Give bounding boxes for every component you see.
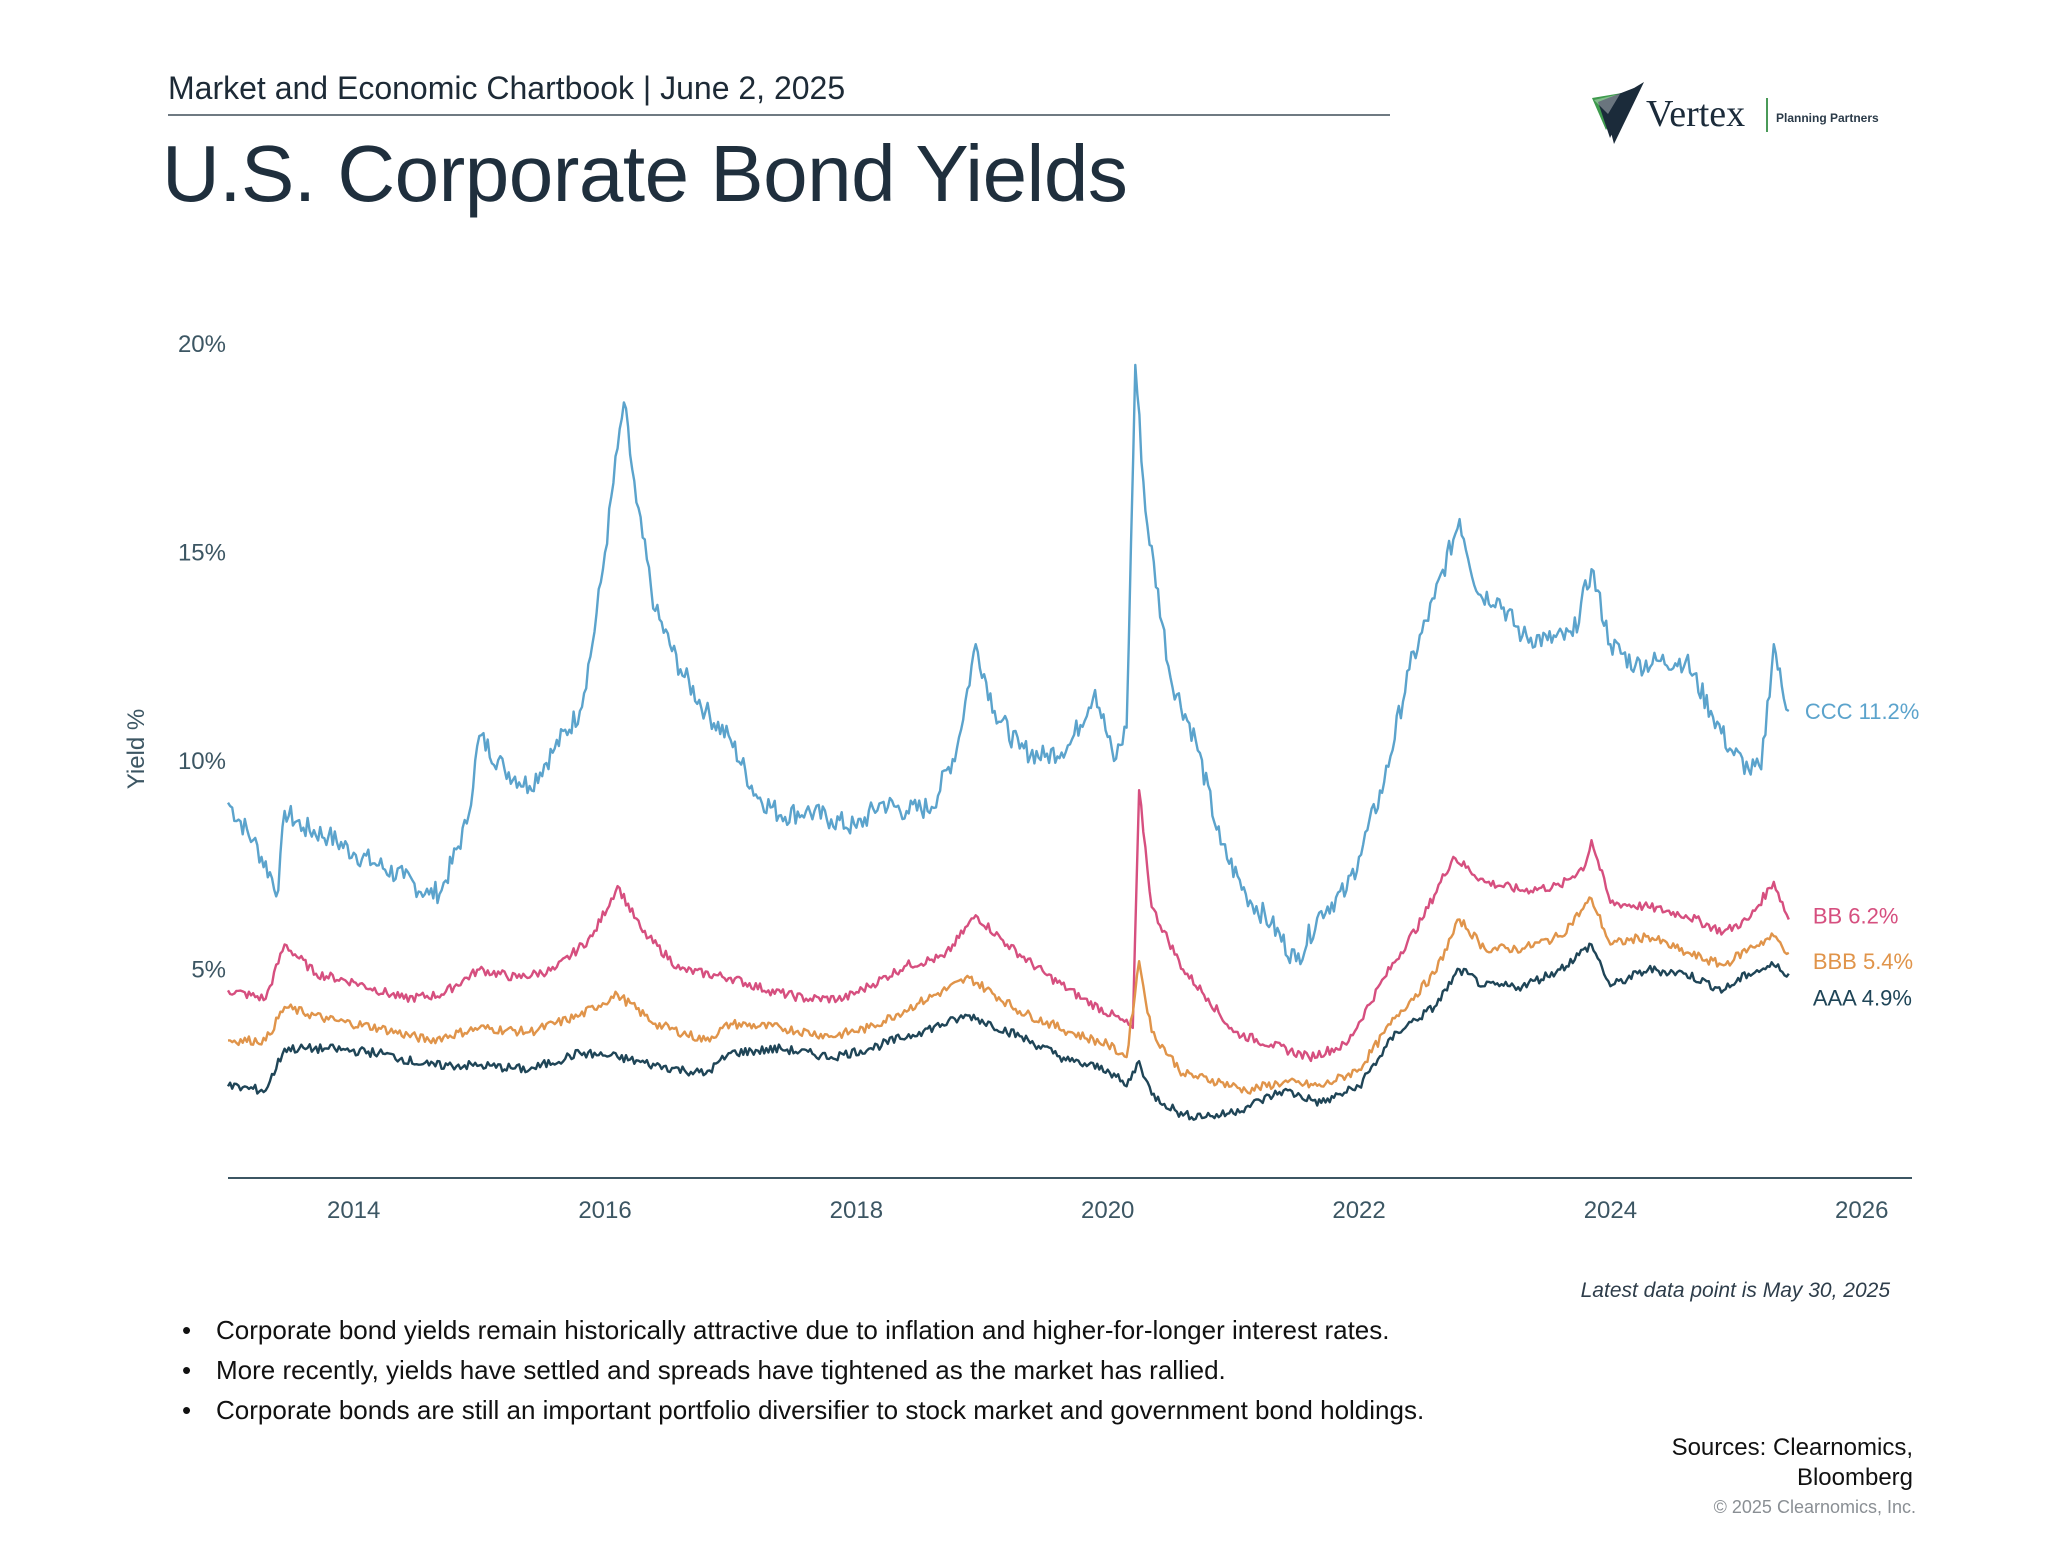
sources-line-2: Bloomberg — [1796, 1464, 1913, 1491]
y-tick-label: 5% — [191, 957, 226, 984]
vertex-logo-word: Vertex — [1646, 93, 1746, 135]
y-tick-label: 20% — [178, 331, 226, 358]
series-label-bb: BB 6.2% — [1813, 903, 1899, 928]
x-tick-label: 2022 — [1332, 1197, 1385, 1224]
header-rule — [168, 114, 1390, 116]
bullet-icon: • — [182, 1355, 192, 1385]
series-label-ccc: CCC 11.2% — [1805, 699, 1920, 724]
bullet-icon: • — [182, 1395, 192, 1425]
x-tick-label: 2016 — [578, 1197, 631, 1224]
key-point-3-text: Corporate bonds are still an important p… — [216, 1395, 1425, 1425]
vertex-logo-divider — [1766, 98, 1768, 132]
series-line-ccc — [226, 363, 1790, 966]
copyright: © 2025 Clearnomics, Inc. — [1713, 1497, 1916, 1517]
vertex-logo-icon — [1592, 82, 1644, 144]
series-line-bbb — [228, 896, 1790, 1095]
series-line-bb — [226, 789, 1790, 1063]
x-tick-label: 2024 — [1584, 1197, 1637, 1224]
bullet-icon: • — [182, 1315, 192, 1345]
key-point-3: • Corporate bonds are still an important … — [178, 1393, 1478, 1427]
series-line-aaa — [226, 942, 1790, 1121]
key-points-list: • Corporate bond yields remain historical… — [178, 1313, 1478, 1433]
x-tick-label: 2026 — [1835, 1197, 1888, 1224]
x-tick-label: 2014 — [327, 1197, 380, 1224]
series-label-aaa: AAA 4.9% — [1813, 986, 1912, 1011]
y-tick-label: 15% — [178, 540, 226, 567]
key-point-2-text: More recently, yields have settled and s… — [216, 1355, 1226, 1385]
x-tick-label: 2018 — [830, 1197, 883, 1224]
key-point-1: • Corporate bond yields remain historical… — [178, 1313, 1478, 1347]
latest-data-note: Latest data point is May 30, 2025 — [1580, 1279, 1890, 1302]
chartbook-header: Market and Economic Chartbook | June 2, … — [168, 70, 846, 106]
y-axis-label: Yield % — [123, 709, 150, 789]
vertex-logo-tagline: Planning Partners — [1776, 111, 1879, 125]
key-point-2: • More recently, yields have settled and … — [178, 1353, 1478, 1387]
page-title: U.S. Corporate Bond Yields — [162, 129, 1128, 218]
series-label-bbb: BBB 5.4% — [1813, 949, 1913, 974]
y-tick-label: 10% — [178, 748, 226, 775]
sources: Sources: Clearnomics, Bloomberg — [1672, 1433, 1913, 1493]
key-point-1-text: Corporate bond yields remain historicall… — [216, 1315, 1390, 1345]
vertex-logo: Vertex Planning Partners — [1588, 80, 1898, 150]
sources-line-1: Sources: Clearnomics, — [1671, 1434, 1913, 1461]
x-tick-label: 2020 — [1081, 1197, 1134, 1224]
